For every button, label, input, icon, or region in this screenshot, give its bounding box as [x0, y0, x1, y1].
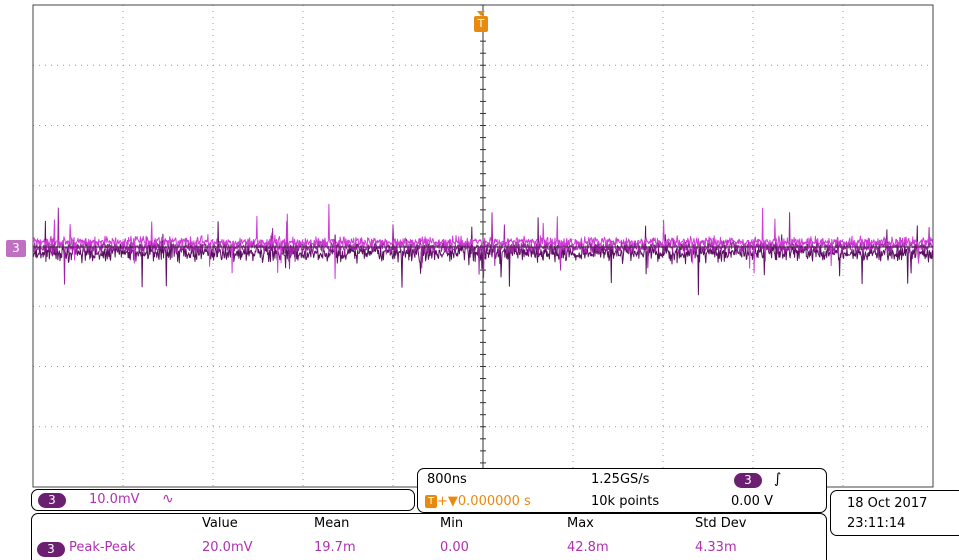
channel-settings-panel[interactable]: 3 10.0mV ∿ [31, 489, 415, 511]
measurement-std-dev: 4.33m [695, 540, 737, 555]
header-value: Value [202, 516, 238, 531]
date-display: 18 Oct 2017 [847, 496, 928, 511]
channel-badge: 3 [38, 493, 66, 508]
header-mean: Mean [314, 516, 350, 531]
trigger-position-value: +▼0.000000 s [437, 494, 531, 509]
trigger-arrow-icon [477, 11, 485, 16]
vertical-scale: 10.0mV [89, 492, 140, 507]
trigger-marker-label: T [474, 16, 488, 32]
channel-marker-label: 3 [12, 241, 20, 255]
sample-rate: 1.25GS/s [591, 472, 650, 487]
time-per-division: 800ns [427, 472, 467, 487]
graticule [32, 4, 934, 488]
measurement-mean: 19.7m [314, 540, 356, 555]
measurement-max: 42.8m [567, 540, 609, 555]
measurement-panel[interactable]: Value Mean Min Max Std Dev 3 Peak-Peak 2… [31, 513, 827, 560]
trigger-level: 0.00 V [731, 494, 773, 509]
waveform-display: 3 T [6, 4, 934, 488]
datetime-panel: 18 Oct 2017 23:11:14 [830, 490, 959, 536]
trigger-slope-icon: ∫ [774, 471, 782, 487]
trigger-position-marker[interactable]: T [474, 11, 488, 32]
header-std-dev: Std Dev [695, 516, 747, 531]
header-max: Max [567, 516, 594, 531]
trigger-position: T +▼0.000000 s [425, 494, 531, 509]
header-min: Min [440, 516, 464, 531]
time-display: 23:11:14 [847, 516, 906, 531]
measurement-channel-badge: 3 [37, 542, 65, 557]
timebase-panel[interactable]: 800ns 1.25GS/s 3 ∫ T +▼0.000000 s 10k poi… [417, 468, 827, 513]
bandwidth-icon: ∿ [162, 491, 174, 507]
trigger-icon: T [425, 495, 437, 508]
measurement-min: 0.00 [440, 540, 469, 555]
measurement-value: 20.0mV [202, 540, 253, 555]
record-length: 10k points [591, 494, 660, 509]
channel-3-ground-marker[interactable]: 3 [6, 240, 26, 257]
measurement-name: Peak-Peak [69, 540, 136, 555]
waveform-trace-light [32, 203, 934, 280]
trigger-channel-badge: 3 [734, 473, 762, 488]
